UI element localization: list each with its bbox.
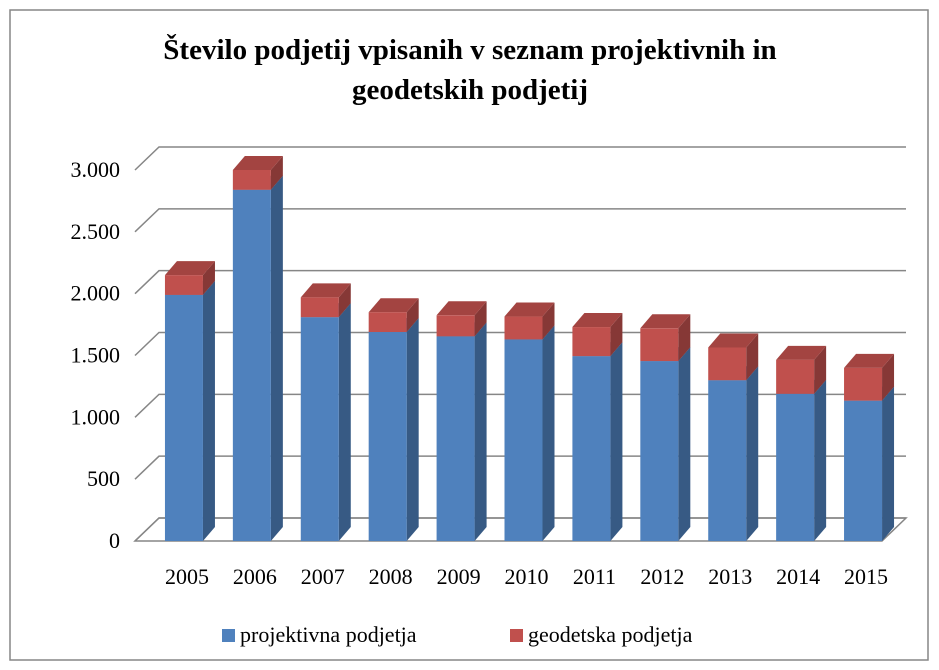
bar xyxy=(776,393,815,541)
bar-side xyxy=(542,302,555,340)
grid-line xyxy=(134,269,906,295)
x-tick-label: 2006 xyxy=(233,564,277,589)
bar xyxy=(300,317,339,541)
bar xyxy=(844,400,883,541)
bar xyxy=(572,327,611,357)
bar xyxy=(164,275,203,295)
bar-side xyxy=(814,379,827,541)
bar-side xyxy=(814,345,827,394)
bar-top xyxy=(164,261,215,276)
bar-side xyxy=(610,313,623,357)
grid-line xyxy=(134,146,906,171)
y-tick-label: 1.500 xyxy=(71,343,121,368)
bar-side xyxy=(882,353,895,401)
bar-side xyxy=(746,366,759,541)
bar-side xyxy=(202,280,215,541)
bar-top xyxy=(844,353,895,368)
bar-side xyxy=(474,301,487,337)
bar-side xyxy=(338,303,351,541)
bar xyxy=(436,336,475,541)
x-tick-label: 2010 xyxy=(505,564,549,589)
x-tick-label: 2007 xyxy=(301,564,345,589)
y-tick-label: 500 xyxy=(87,466,120,491)
x-tick-label: 2008 xyxy=(369,564,413,589)
x-tick-label: 2005 xyxy=(165,564,209,589)
bar-side xyxy=(202,261,215,295)
bar-side xyxy=(542,325,555,541)
chart-title: Število podjetij vpisanih v seznam proje… xyxy=(163,34,777,106)
x-tick-label: 2014 xyxy=(776,564,820,589)
y-tick-label: 2.000 xyxy=(71,281,121,306)
legend-swatch xyxy=(222,629,235,642)
bar xyxy=(368,332,407,541)
bar-side xyxy=(746,333,759,381)
bar-side xyxy=(406,298,419,333)
bar xyxy=(232,189,271,541)
x-tick-label: 2013 xyxy=(708,564,752,589)
bar-side xyxy=(270,156,283,190)
bar-side xyxy=(474,322,487,541)
bar-side xyxy=(270,175,283,541)
bar xyxy=(232,170,271,190)
bar xyxy=(300,297,339,318)
y-tick-label: 1.000 xyxy=(71,404,121,429)
x-tick-label: 2012 xyxy=(640,564,684,589)
bar-top xyxy=(368,298,419,313)
bar-top xyxy=(572,313,623,328)
bar-top xyxy=(640,314,691,329)
bar xyxy=(640,328,679,362)
y-tick-label: 2.500 xyxy=(71,219,121,244)
legend-label: projektivna podjetja xyxy=(240,622,417,647)
bar xyxy=(844,367,883,401)
y-tick-label: 3.000 xyxy=(71,157,121,182)
bar-top xyxy=(232,156,283,170)
bar xyxy=(708,380,747,541)
bar-top xyxy=(504,302,555,317)
bar xyxy=(708,347,747,381)
bar xyxy=(776,359,815,394)
bar xyxy=(164,294,203,541)
x-tick-label: 2015 xyxy=(844,564,888,589)
bar xyxy=(436,315,475,337)
bar-top xyxy=(436,301,487,316)
bar-side xyxy=(678,347,691,541)
bar-top xyxy=(300,283,351,298)
bar-side xyxy=(406,318,419,541)
bar-side xyxy=(610,342,623,541)
bar xyxy=(640,361,679,541)
bar-top xyxy=(708,333,759,348)
bar xyxy=(572,356,611,541)
bar xyxy=(368,312,407,333)
x-tick-label: 2011 xyxy=(573,564,616,589)
legend-label: geodetska podjetja xyxy=(528,622,693,647)
y-tick-label: 0 xyxy=(109,528,120,553)
bar-side xyxy=(882,386,895,541)
bar xyxy=(504,316,543,340)
bar-side xyxy=(338,283,351,318)
x-tick-label: 2009 xyxy=(437,564,481,589)
bar-side xyxy=(678,314,691,362)
bar xyxy=(504,339,543,541)
grid-line xyxy=(134,208,906,233)
legend-swatch xyxy=(510,629,523,642)
bar-top xyxy=(776,345,827,360)
